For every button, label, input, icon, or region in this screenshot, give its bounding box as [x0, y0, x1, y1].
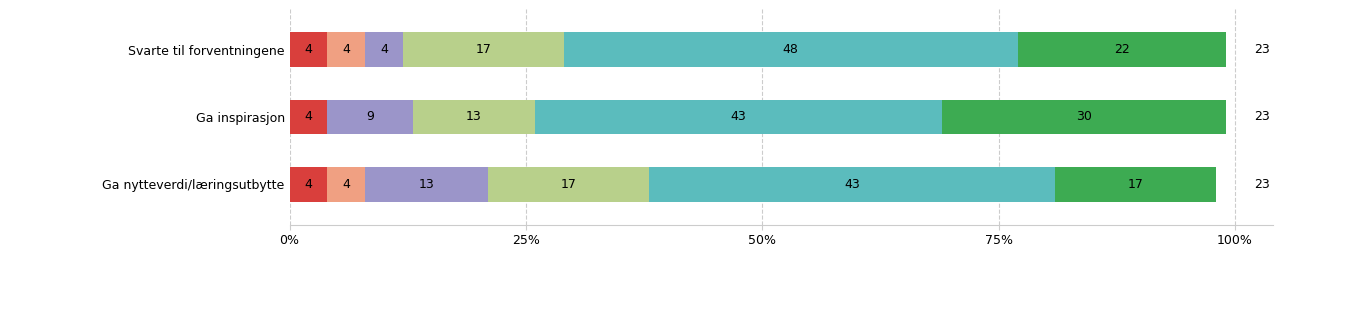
Text: 22: 22 [1114, 43, 1130, 56]
Bar [327, 167, 365, 202]
Bar [290, 167, 327, 202]
Text: 43: 43 [731, 110, 746, 124]
Text: 4: 4 [304, 178, 313, 191]
Text: 4: 4 [380, 43, 388, 56]
Text: 4: 4 [342, 43, 350, 56]
Bar [535, 100, 942, 134]
Bar [327, 100, 412, 134]
Text: 9: 9 [366, 110, 374, 124]
Text: 23: 23 [1254, 178, 1270, 191]
Text: 4: 4 [304, 43, 313, 56]
Text: 4: 4 [304, 110, 313, 124]
Text: 17: 17 [560, 178, 577, 191]
Bar [488, 167, 649, 202]
Bar [365, 167, 488, 202]
Text: 43: 43 [845, 178, 859, 191]
Bar [942, 100, 1226, 134]
Text: 30: 30 [1076, 110, 1092, 124]
Bar [1056, 167, 1216, 202]
Text: 23: 23 [1254, 43, 1270, 56]
Bar [327, 32, 365, 67]
Text: 13: 13 [466, 110, 482, 124]
Text: 4: 4 [342, 178, 350, 191]
Bar [649, 167, 1056, 202]
Text: 48: 48 [783, 43, 799, 56]
Bar [412, 100, 535, 134]
Text: 23: 23 [1254, 110, 1270, 124]
Bar [365, 32, 403, 67]
Text: 17: 17 [1127, 178, 1144, 191]
Text: 13: 13 [419, 178, 435, 191]
Bar [290, 100, 327, 134]
Text: 17: 17 [475, 43, 492, 56]
Bar [403, 32, 564, 67]
Bar [1017, 32, 1226, 67]
Bar [564, 32, 1017, 67]
Bar [290, 32, 327, 67]
